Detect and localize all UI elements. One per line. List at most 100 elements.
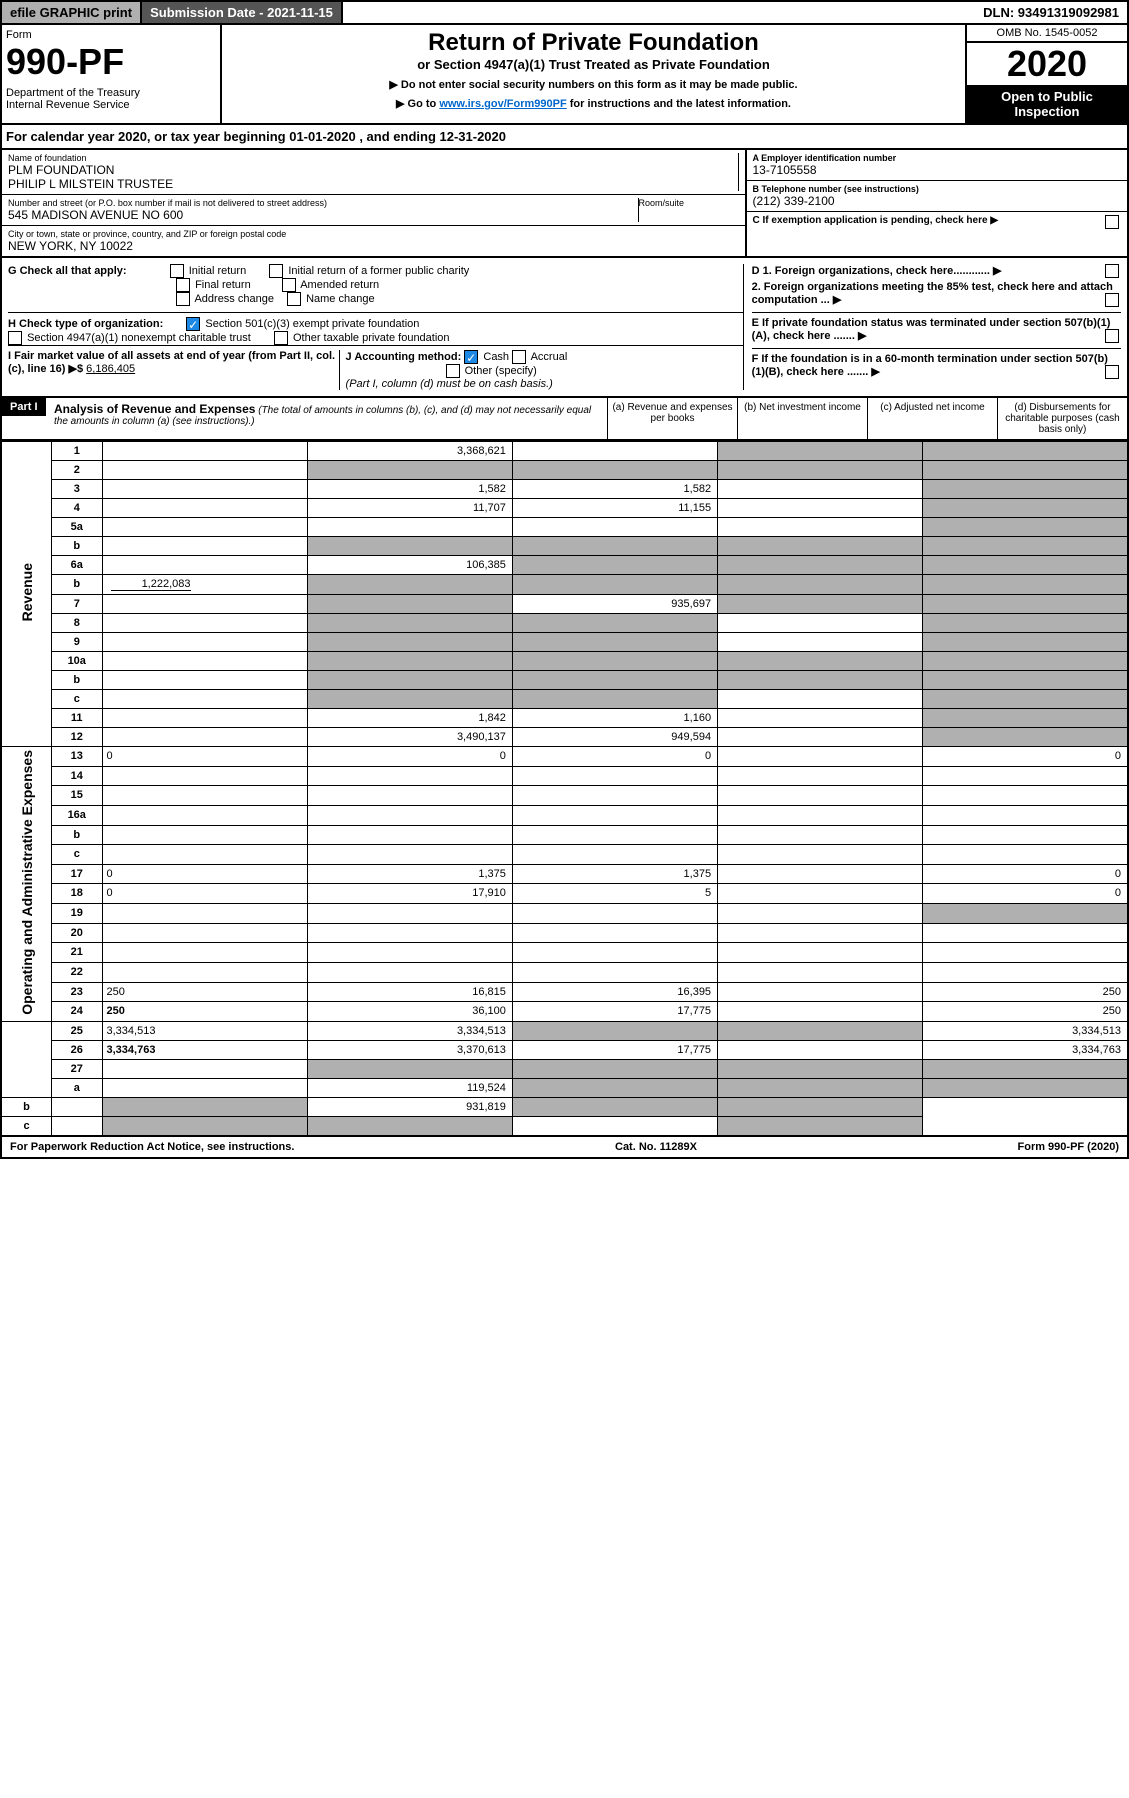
value-cell-b (512, 904, 717, 924)
value-cell-d (923, 537, 1128, 556)
c-checkbox[interactable] (1105, 215, 1119, 229)
g-opt-0: Initial return (189, 265, 246, 277)
value-cell-a (307, 1059, 512, 1078)
e-label: E If private foundation status was termi… (752, 317, 1111, 342)
value-cell-b (512, 1021, 717, 1040)
value-cell-a: 119,524 (307, 1078, 512, 1097)
e-checkbox[interactable] (1105, 329, 1119, 343)
row-number: b (52, 825, 103, 845)
g-initial-return[interactable] (170, 264, 184, 278)
value-cell-b (512, 1059, 717, 1078)
value-cell-a (307, 943, 512, 963)
h-501c3[interactable] (186, 317, 200, 331)
check-section: G Check all that apply: Initial return I… (0, 258, 1129, 398)
value-cell-c (718, 786, 923, 806)
instruction-1: ▶ Do not enter social security numbers o… (226, 78, 961, 91)
value-cell-a (307, 904, 512, 924)
footer: For Paperwork Reduction Act Notice, see … (0, 1137, 1129, 1159)
value-cell-c (718, 747, 923, 767)
h-opt-2: Other taxable private foundation (293, 332, 450, 344)
value-cell-d (923, 499, 1128, 518)
row-number: 10a (52, 652, 103, 671)
value-cell-c (718, 766, 923, 786)
value-cell-c (718, 825, 923, 845)
i-label: I Fair market value of all assets at end… (8, 350, 335, 375)
d2-checkbox[interactable] (1105, 293, 1119, 307)
value-cell-b (512, 537, 717, 556)
row-number: 3 (52, 480, 103, 499)
value-cell-a: 3,490,137 (307, 728, 512, 747)
row-number: 26 (52, 1040, 103, 1059)
row-description (102, 671, 307, 690)
value-cell-a (307, 614, 512, 633)
form-title: Return of Private Foundation (226, 29, 961, 57)
h-other-taxable[interactable] (274, 331, 288, 345)
value-cell-c (718, 1059, 923, 1078)
value-cell-a (307, 690, 512, 709)
row-description (102, 518, 307, 537)
j-cash[interactable] (464, 350, 478, 364)
value-cell-a: 16,815 (307, 982, 512, 1002)
row-description (52, 1097, 103, 1116)
g-opt-3: Amended return (300, 279, 379, 291)
value-cell-d: 250 (923, 982, 1128, 1002)
value-cell-a (307, 652, 512, 671)
value-cell-a (307, 575, 512, 595)
row-description: 3,334,513 (102, 1021, 307, 1040)
form-link[interactable]: www.irs.gov/Form990PF (439, 98, 566, 110)
value-cell-b (512, 786, 717, 806)
row-number: 6a (52, 556, 103, 575)
d1-checkbox[interactable] (1105, 264, 1119, 278)
value-cell-a: 36,100 (307, 1002, 512, 1022)
j-accrual[interactable] (512, 350, 526, 364)
foundation-info: Name of foundation PLM FOUNDATION PHILIP… (0, 150, 1129, 258)
value-cell-b: 935,697 (512, 595, 717, 614)
g-address-change[interactable] (176, 292, 190, 306)
value-cell-c (718, 1021, 923, 1040)
g-final-return[interactable] (176, 278, 190, 292)
row-description: 0 (102, 884, 307, 904)
value-cell-a (307, 633, 512, 652)
value-cell-c (718, 943, 923, 963)
g-amended[interactable] (282, 278, 296, 292)
value-cell-b (307, 1116, 512, 1136)
f-checkbox[interactable] (1105, 365, 1119, 379)
value-cell-a (307, 805, 512, 825)
value-cell-b (512, 825, 717, 845)
g-initial-former[interactable] (269, 264, 283, 278)
value-cell-d: 3,334,513 (923, 1021, 1128, 1040)
value-cell-b (512, 461, 717, 480)
value-cell-c (718, 1078, 923, 1097)
h-4947[interactable] (8, 331, 22, 345)
efile-print-button[interactable]: efile GRAPHIC print (2, 2, 142, 23)
value-cell-c (718, 923, 923, 943)
instr-prefix: ▶ Go to (396, 98, 439, 110)
row-number: 1 (52, 442, 103, 461)
instr-suffix: for instructions and the latest informat… (567, 98, 791, 110)
row-number: 18 (52, 884, 103, 904)
value-cell-b: 1,160 (512, 709, 717, 728)
value-cell-b (512, 962, 717, 982)
value-cell-c (718, 575, 923, 595)
value-cell-a: 3,334,513 (307, 1021, 512, 1040)
g-opt-5: Name change (306, 293, 375, 305)
value-cell-d: 3,334,763 (923, 1040, 1128, 1059)
city-state-zip: NEW YORK, NY 10022 (8, 239, 739, 253)
inspection-label: Open to Public Inspection (967, 85, 1127, 123)
value-cell-b (512, 690, 717, 709)
row-description (102, 556, 307, 575)
ein-label: A Employer identification number (753, 153, 1122, 163)
value-cell-b (512, 556, 717, 575)
value-cell-d (923, 1059, 1128, 1078)
g-name-change[interactable] (287, 292, 301, 306)
value-cell-c (718, 690, 923, 709)
j-other[interactable] (446, 364, 460, 378)
value-cell-a: 11,707 (307, 499, 512, 518)
row-number: b (52, 537, 103, 556)
value-cell-a (307, 461, 512, 480)
row-number: 23 (52, 982, 103, 1002)
row-description (102, 442, 307, 461)
value-cell-b (512, 923, 717, 943)
row-number: 5a (52, 518, 103, 537)
value-cell-c (718, 671, 923, 690)
